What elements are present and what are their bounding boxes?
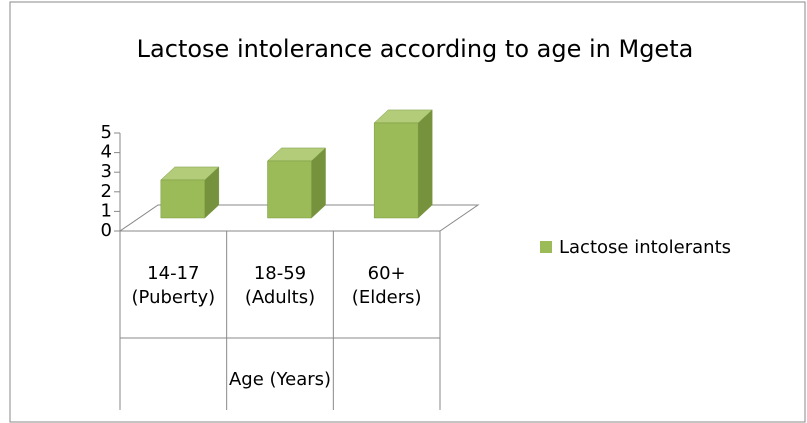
y-tick-label: 5: [101, 122, 112, 143]
y-tick-label: 0: [101, 220, 112, 241]
y-tick-label: 3: [101, 161, 112, 182]
bar-front: [373, 122, 419, 219]
legend-swatch: [540, 241, 552, 253]
chart-title: Lactose intolerance according to age in …: [137, 35, 694, 63]
chart-border: [9, 1, 806, 423]
y-tick-label: 4: [101, 142, 112, 163]
bar-front: [267, 160, 312, 219]
x-tick-label: 60+ (Elders): [351, 263, 422, 308]
y-tick-label: 1: [101, 200, 112, 221]
y-tick-label: 2: [101, 181, 112, 202]
bar-side: [417, 109, 433, 219]
x-axis-title: Age (Years): [228, 369, 332, 390]
bar: [373, 109, 433, 219]
x-tick-label: 18-59 (Adults): [244, 263, 316, 308]
legend-label: Lactose intolerants: [559, 237, 731, 258]
bar-front: [160, 179, 206, 219]
bar: [266, 147, 327, 219]
x-tick-label: 14-17 (Puberty): [131, 263, 216, 308]
bar: [160, 166, 220, 219]
